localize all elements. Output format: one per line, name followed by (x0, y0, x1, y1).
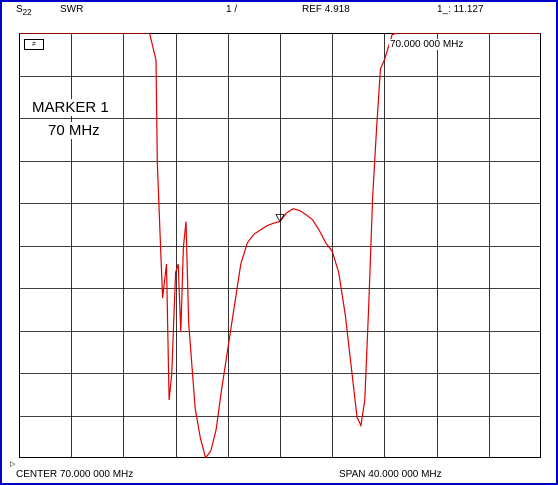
marker-readout: 70.000 000 MHz (389, 39, 465, 50)
graticule (19, 33, 541, 458)
trace-line (19, 33, 541, 458)
marker-symbol (275, 214, 285, 223)
trace-plot (19, 33, 541, 458)
reference-arrow-icon: ▷ (10, 461, 16, 468)
format-label: SWR (60, 4, 84, 15)
marker-label: MARKER 1 (32, 99, 109, 116)
marker-value: 1_: 11.127 (437, 4, 484, 15)
marker-frequency: 70 MHz (48, 122, 100, 139)
parameter-label: S22 (16, 4, 32, 17)
format-icon: ≠ (24, 39, 44, 50)
scale-label: 1 / (226, 4, 238, 15)
marker-triangle (275, 214, 285, 223)
center-frequency: CENTER 70.000 000 MHz (16, 469, 134, 480)
graticule-border (19, 33, 541, 458)
span-frequency: SPAN 40.000 000 MHz (339, 469, 442, 480)
ref-label: REF 4.918 (302, 4, 350, 15)
